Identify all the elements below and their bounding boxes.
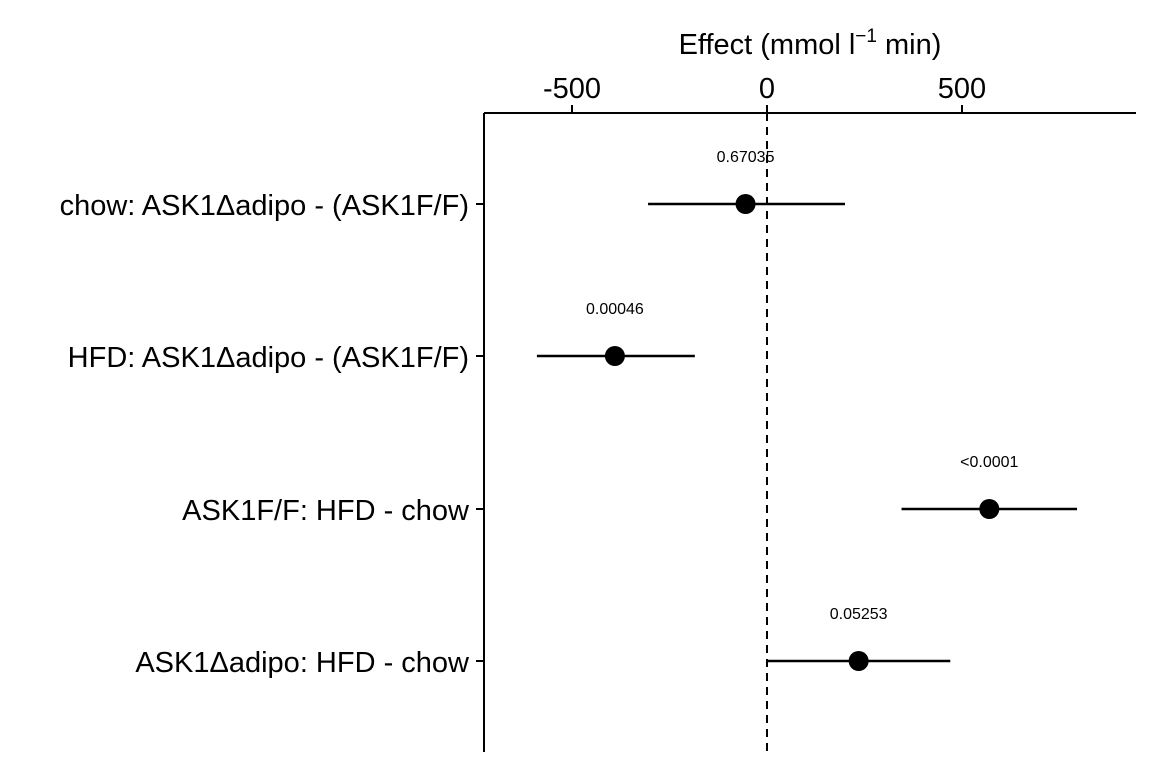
point-estimate bbox=[979, 499, 1000, 519]
row-label: ASK1Δadipo: HFD - chow bbox=[135, 647, 470, 679]
p-value-label: <0.0001 bbox=[960, 454, 1018, 471]
point-estimate bbox=[848, 651, 869, 671]
x-tick-label: 0 bbox=[759, 73, 775, 105]
p-value-label: 0.67035 bbox=[717, 149, 775, 166]
row-label: chow: ASK1Δadipo - (ASK1F/F) bbox=[60, 190, 469, 222]
row-label: HFD: ASK1Δadipo - (ASK1F/F) bbox=[68, 342, 469, 374]
point-estimate bbox=[604, 346, 625, 366]
row-label: ASK1F/F: HFD - chow bbox=[182, 495, 470, 527]
point-estimate bbox=[735, 194, 756, 214]
p-value-label: 0.05253 bbox=[830, 606, 888, 623]
x-tick-label: -500 bbox=[543, 73, 601, 105]
x-axis-title: Effect (mmol l−1 min) bbox=[679, 26, 942, 61]
p-value-label: 0.00046 bbox=[586, 301, 644, 318]
x-tick-label: 500 bbox=[938, 73, 986, 105]
